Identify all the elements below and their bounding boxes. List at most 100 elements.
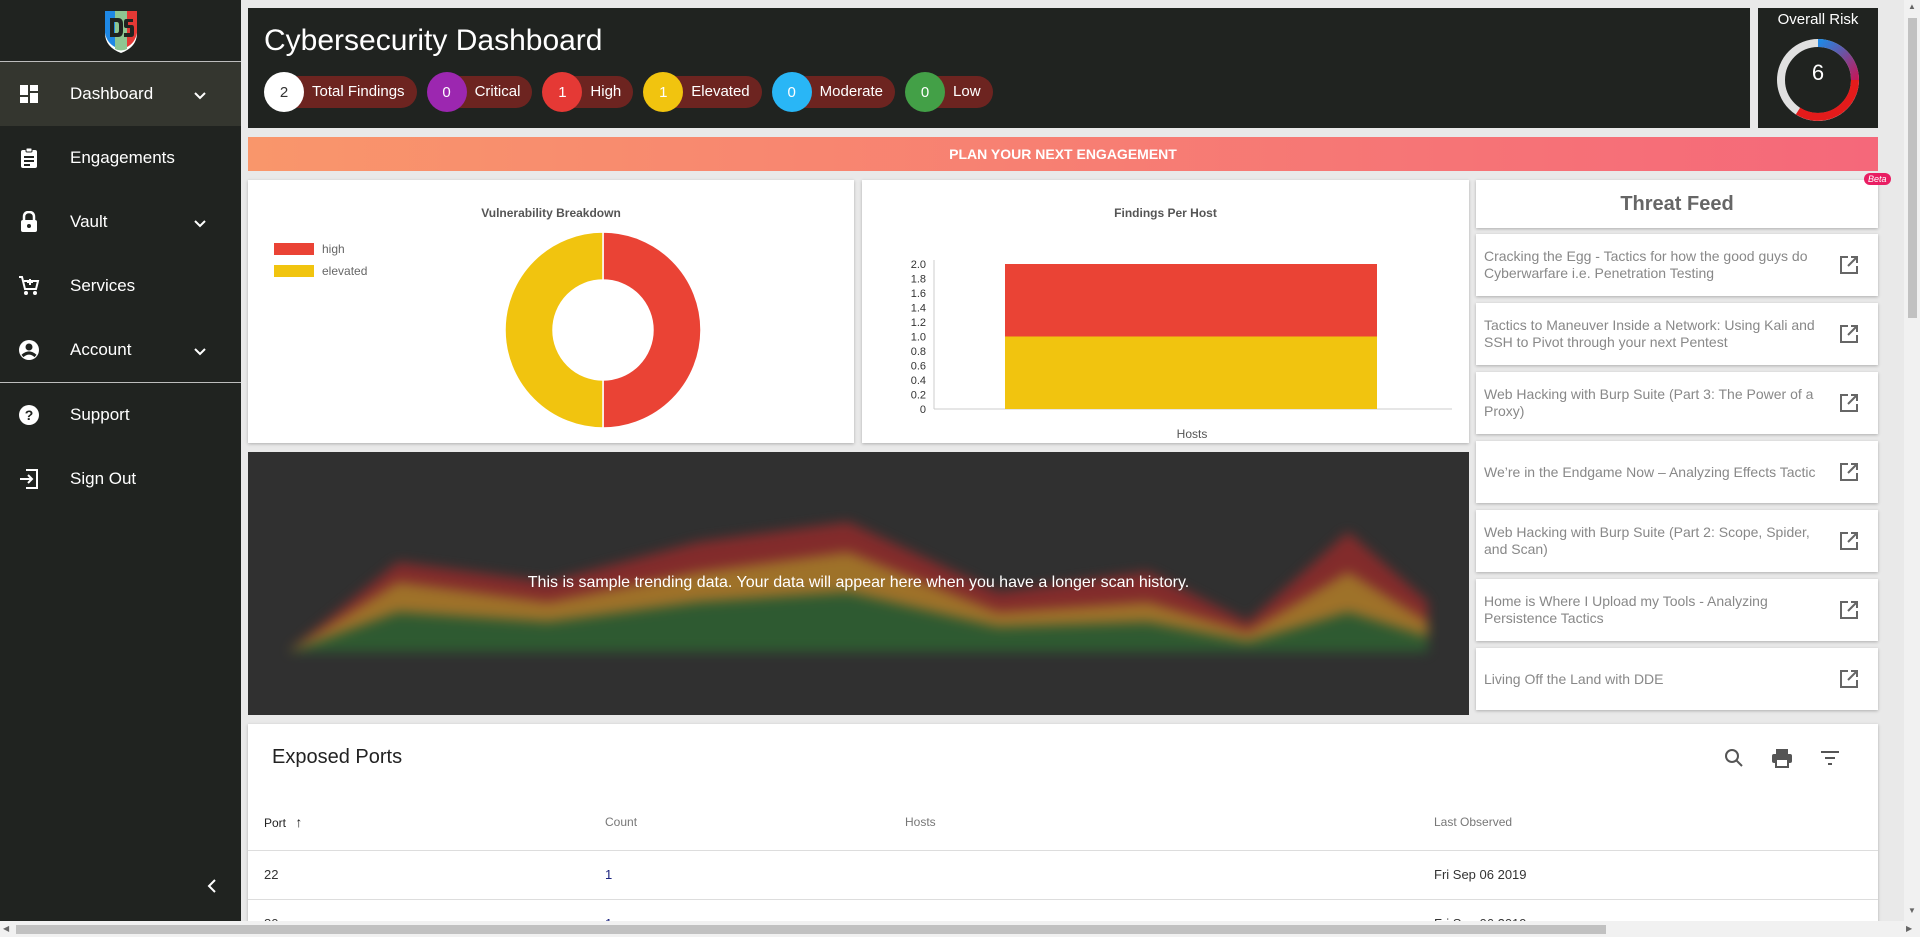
filter-list-icon	[1821, 751, 1839, 765]
pie-slice-high[interactable]	[602, 231, 702, 429]
open-in-new-icon[interactable]	[1838, 461, 1860, 483]
column-header-hosts[interactable]: Hosts	[905, 794, 1434, 851]
ds-shield-logo	[104, 10, 137, 53]
table-header-row: Port ↑ Count Hosts Last Observed	[248, 794, 1878, 851]
chip-count: 1	[643, 72, 684, 112]
scrollbar-thumb[interactable]	[16, 925, 1606, 934]
plan-engagement-banner[interactable]: PLAN YOUR NEXT ENGAGEMENT	[248, 137, 1878, 171]
sidebar-item-label: Sign Out	[70, 469, 137, 488]
threat-feed-item[interactable]: Cracking the Egg - Tactics for how the g…	[1476, 234, 1878, 296]
horizontal-scrollbar[interactable]: ◀ ▶	[0, 921, 1920, 937]
findings-chips: 2 Total Findings 0 Critical 1 High 1 Elevated 0 M…	[264, 72, 1003, 112]
threat-feed-item-title: Cracking the Egg - Tactics for how the g…	[1484, 248, 1808, 281]
filter-button[interactable]	[1814, 742, 1846, 774]
open-in-new-icon[interactable]	[1838, 530, 1860, 552]
threat-feed-item[interactable]: Home is Where I Upload my Tools - Analyz…	[1476, 579, 1878, 641]
svg-text:?: ?	[25, 407, 34, 423]
column-header-port[interactable]: Port ↑	[248, 794, 605, 851]
last-observed-cell: Fri Sep 06 2019	[1434, 850, 1878, 900]
finding-chip-total-findings[interactable]: 2 Total Findings	[264, 72, 417, 112]
finding-chip-low[interactable]: 0 Low	[905, 72, 993, 112]
threat-feed-item[interactable]: Web Hacking with Burp Suite (Part 2: Sco…	[1476, 510, 1878, 572]
scroll-right-arrow-icon[interactable]: ▶	[1906, 924, 1913, 933]
port-cell: 22	[248, 850, 605, 900]
threat-feed-item[interactable]: We’re in the Endgame Now – Analyzing Eff…	[1476, 441, 1878, 503]
pie-slice-elevated[interactable]	[504, 231, 604, 429]
threat-feed-item[interactable]: Living Off the Land with DDE	[1476, 648, 1878, 710]
threat-feed-item-title: Tactics to Maneuver Inside a Network: Us…	[1484, 317, 1815, 350]
y-tick-label: 0.8	[911, 346, 926, 358]
chip-label: Total Findings	[288, 76, 417, 108]
open-in-new-icon[interactable]	[1838, 323, 1860, 345]
column-header-count[interactable]: Count	[605, 794, 905, 851]
finding-chip-elevated[interactable]: 1 Elevated	[643, 72, 762, 112]
bar-segment-0[interactable]	[1005, 336, 1377, 410]
sidebar-item-label: Account	[70, 340, 132, 359]
print-button[interactable]	[1766, 742, 1798, 774]
page-title: Cybersecurity Dashboard	[264, 24, 603, 57]
sidebar-item-dashboard[interactable]: Dashboard	[0, 62, 241, 126]
open-in-new-icon[interactable]	[1838, 254, 1860, 276]
chip-label: Critical	[450, 76, 533, 108]
chevron-down-icon	[193, 214, 207, 234]
legend-item-elevated[interactable]: elevated	[274, 260, 367, 282]
donut-chart	[504, 231, 702, 429]
account-icon	[18, 339, 40, 361]
sidebar-item-services[interactable]: Services	[0, 254, 241, 318]
chart-legend: high elevated	[274, 238, 367, 282]
y-tick-label: 0.6	[911, 361, 926, 373]
sidebar-item-sign-out[interactable]: Sign Out	[0, 447, 241, 511]
open-in-new-icon[interactable]	[1838, 392, 1860, 414]
sidebar-item-vault[interactable]: Vault	[0, 190, 241, 254]
threat-feed-item-title: Web Hacking with Burp Suite (Part 3: The…	[1484, 386, 1814, 419]
open-in-new-icon[interactable]	[1838, 668, 1860, 690]
y-tick-label: 2.0	[911, 259, 926, 271]
table-row[interactable]: 22 1 Fri Sep 06 2019	[248, 850, 1878, 900]
search-button[interactable]	[1718, 742, 1750, 774]
y-tick-label: 1.2	[911, 317, 926, 329]
scroll-left-arrow-icon[interactable]: ◀	[3, 924, 10, 933]
y-tick-label: 1.4	[911, 303, 926, 315]
sidebar-item-support[interactable]: ? Support	[0, 383, 241, 447]
risk-value: 6	[1811, 60, 1825, 85]
sample-trend-chart	[288, 522, 1428, 652]
trending-sample-panel: This is sample trending data. Your data …	[248, 452, 1469, 715]
chevron-left-icon	[207, 879, 216, 893]
scroll-down-arrow-icon[interactable]: ▼	[1908, 906, 1916, 915]
bar-segment-1[interactable]	[1005, 264, 1377, 337]
finding-chip-moderate[interactable]: 0 Moderate	[771, 72, 896, 112]
lock-icon	[18, 211, 40, 233]
column-header-last-observed[interactable]: Last Observed	[1434, 794, 1878, 851]
y-tick-label: 1.0	[911, 332, 926, 344]
threat-feed-item[interactable]: Tactics to Maneuver Inside a Network: Us…	[1476, 303, 1878, 365]
clipboard-icon	[18, 147, 40, 169]
y-tick-label: 0.2	[911, 390, 926, 402]
sidebar-item-engagements[interactable]: Engagements	[0, 126, 241, 190]
sidebar-item-account[interactable]: Account	[0, 318, 241, 382]
chip-count: 1	[542, 72, 583, 112]
threat-feed-item[interactable]: Web Hacking with Burp Suite (Part 3: The…	[1476, 372, 1878, 434]
legend-item-high[interactable]: high	[274, 238, 367, 260]
chart-title: Vulnerability Breakdown	[481, 206, 621, 220]
legend-swatch	[274, 243, 314, 255]
scroll-up-arrow-icon[interactable]: ▲	[1908, 2, 1916, 11]
chip-count: 0	[771, 72, 812, 112]
vertical-scrollbar[interactable]: ▲ ▼	[1904, 0, 1920, 921]
chip-label: Moderate	[795, 76, 896, 108]
print-icon	[1772, 749, 1792, 768]
sidebar-item-label: Dashboard	[70, 84, 154, 103]
sidebar: Dashboard Engagements Vault Services	[0, 0, 241, 937]
exposed-ports-title: Exposed Ports	[272, 746, 403, 768]
vulnerability-breakdown-card: Vulnerability Breakdown high elevated	[248, 180, 854, 443]
collapse-sidebar-button[interactable]	[200, 874, 224, 898]
open-in-new-icon[interactable]	[1838, 599, 1860, 621]
finding-chip-high[interactable]: 1 High	[542, 72, 634, 112]
scrollbar-thumb[interactable]	[1908, 18, 1917, 318]
dashboard-header: Cybersecurity Dashboard 2 Total Findings 0…	[248, 8, 1750, 128]
trend-message: This is sample trending data. Your data …	[527, 574, 1190, 591]
finding-chip-critical[interactable]: 0 Critical	[426, 72, 533, 112]
sidebar-item-label: Vault	[70, 212, 108, 231]
y-tick-label: 0.4	[911, 375, 926, 387]
exposed-ports-card: Exposed Ports Port ↑ Count Hosts Last Ob…	[248, 724, 1878, 937]
